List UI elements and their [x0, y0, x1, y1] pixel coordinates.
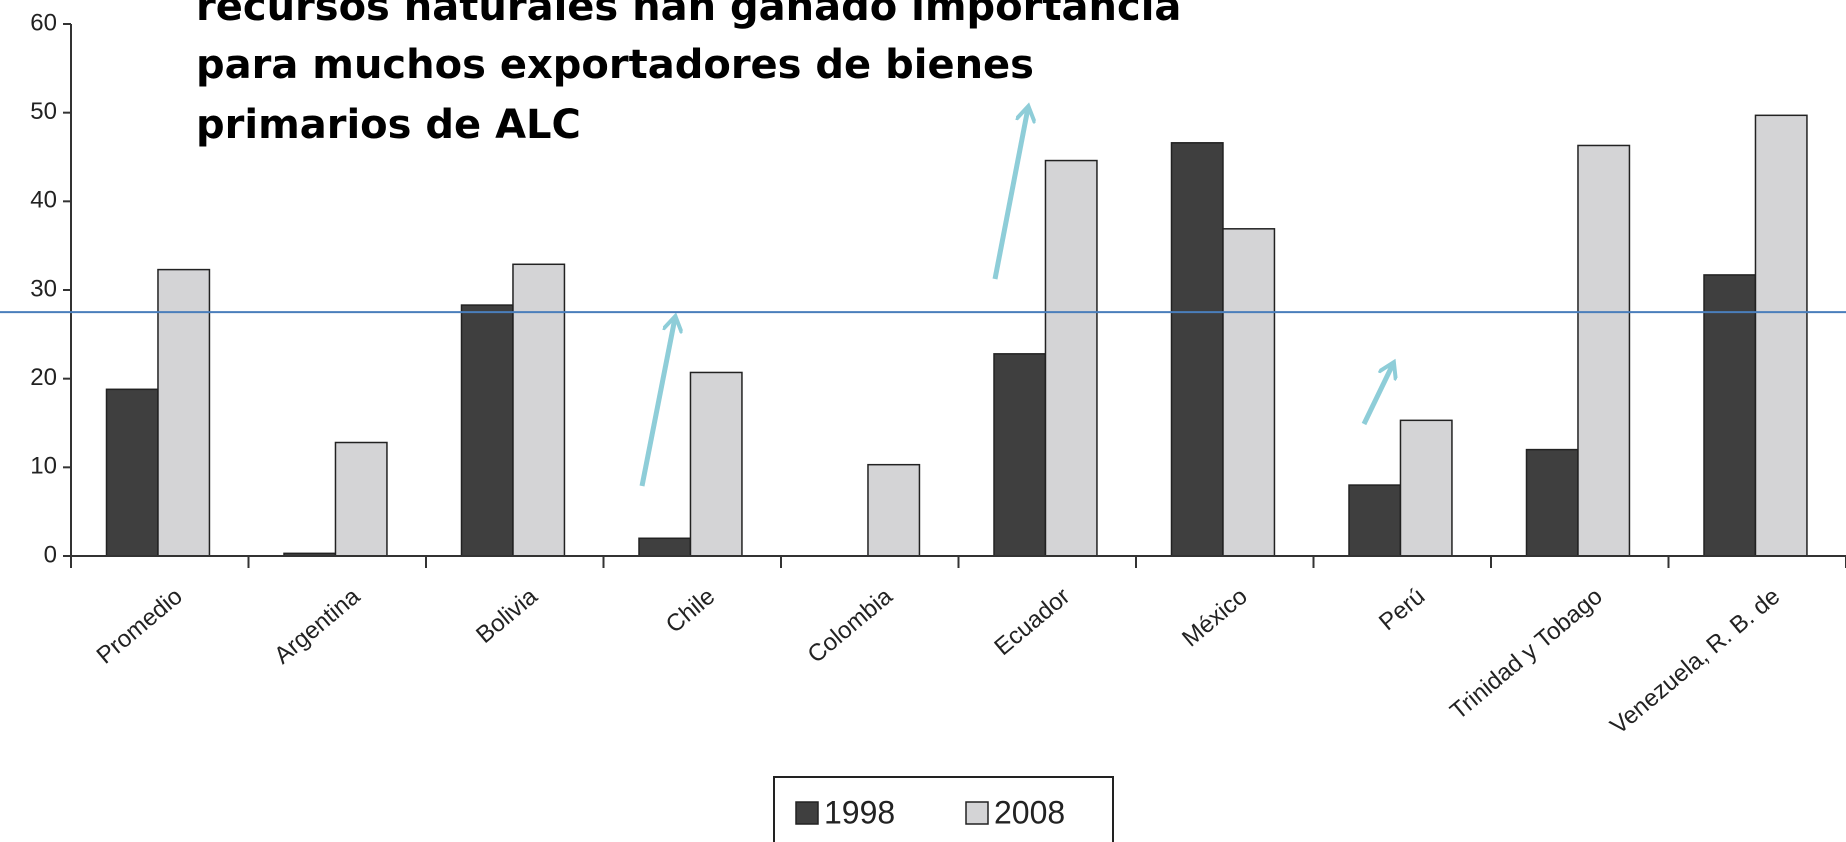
- x-tick-label: Chile: [661, 583, 720, 639]
- bar: [512, 263, 566, 557]
- bar: [1703, 274, 1757, 557]
- bar: [105, 388, 159, 557]
- title-line: primarios de ALC: [196, 102, 581, 148]
- x-tick-label: Venezuela, R. B. de: [1605, 583, 1785, 740]
- legend-label: 1998: [824, 794, 895, 830]
- y-tick-label: 0: [44, 541, 57, 568]
- y-tick-label: 40: [30, 187, 57, 214]
- y-tick-label: 10: [30, 453, 57, 480]
- bar: [1222, 228, 1276, 557]
- x-tick-label: Trinidad y Tobago: [1445, 583, 1607, 725]
- x-tick-label: Promedio: [92, 583, 188, 670]
- bar: [993, 353, 1047, 557]
- legend-box: [773, 776, 1114, 842]
- bar: [157, 268, 211, 557]
- arrows: [639, 108, 1393, 487]
- bar: [1525, 448, 1579, 557]
- y-tick-label: 50: [30, 98, 57, 125]
- y-tick-label: 20: [30, 364, 57, 391]
- x-tick-label: México: [1177, 583, 1253, 653]
- arrow: [992, 108, 1028, 280]
- y-tick-label: 30: [30, 275, 57, 302]
- title-line: recursos naturales han ganado importanci…: [196, 0, 1181, 30]
- arrow: [1361, 364, 1393, 426]
- bar: [1399, 419, 1453, 557]
- bar: [460, 304, 514, 557]
- x-tick-label: Colombia: [803, 582, 899, 668]
- legend-label: 2008: [994, 794, 1065, 830]
- title-line: para muchos exportadores de bienes: [196, 42, 1034, 88]
- y-tick-label: 60: [30, 9, 57, 36]
- bar: [867, 463, 921, 557]
- bar: [1754, 114, 1808, 557]
- bar: [689, 371, 743, 557]
- bar: [334, 441, 388, 557]
- x-tick-label: Bolivia: [471, 582, 543, 649]
- bar: [1577, 144, 1631, 557]
- x-tick-label: Perú: [1374, 583, 1430, 636]
- bar: [1044, 159, 1098, 557]
- legend-swatch: [965, 801, 989, 825]
- bar: [1170, 142, 1224, 557]
- x-tick-label: Ecuador: [989, 583, 1075, 661]
- bar: [1348, 484, 1402, 557]
- bar: [638, 537, 692, 557]
- arrow: [639, 318, 675, 487]
- legend-swatch: [795, 801, 819, 825]
- x-tick-label: Argentina: [269, 582, 366, 669]
